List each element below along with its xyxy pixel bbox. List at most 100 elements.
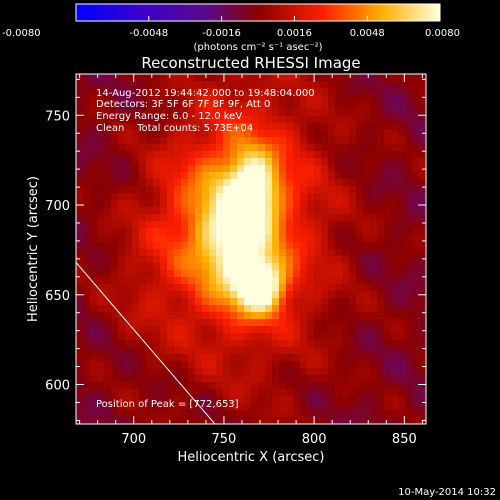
heatmap-cell [132, 326, 140, 334]
heatmap-cell [321, 312, 329, 320]
heatmap-cell [398, 88, 406, 96]
heatmap-cell [195, 242, 203, 250]
heatmap-cell [216, 403, 224, 411]
heatmap-cell [83, 228, 91, 236]
heatmap-cell [258, 326, 266, 334]
heatmap-cell [90, 291, 98, 299]
heatmap-cell [279, 368, 287, 376]
heatmap-cell [167, 179, 175, 187]
heatmap-cell [279, 172, 287, 180]
heatmap-cell [90, 284, 98, 292]
heatmap-cell [195, 228, 203, 236]
heatmap-cell [321, 396, 329, 404]
heatmap-cell [195, 165, 203, 173]
heatmap-cell [195, 207, 203, 215]
heatmap-cell [293, 326, 301, 334]
heatmap-cell [118, 417, 126, 424]
heatmap-cell [167, 74, 175, 82]
heatmap-cell [195, 172, 203, 180]
heatmap-cell [412, 221, 420, 229]
heatmap-cell [146, 186, 154, 194]
heatmap-cell [118, 368, 126, 376]
heatmap-cell [174, 291, 182, 299]
heatmap-cell [314, 116, 322, 124]
heatmap-cell [398, 74, 406, 82]
heatmap-cell [370, 207, 378, 215]
heatmap-cell [419, 284, 426, 292]
heatmap-cell [76, 88, 84, 96]
heatmap-cell [272, 116, 280, 124]
heatmap-cell [223, 284, 231, 292]
heatmap-cell [195, 81, 203, 89]
heatmap-cell [391, 389, 399, 397]
heatmap-cell [391, 291, 399, 299]
heatmap-cell [412, 368, 420, 376]
heatmap-cell [279, 291, 287, 299]
heatmap-cell [97, 298, 105, 306]
heatmap-cell [216, 186, 224, 194]
heatmap-cell [349, 235, 357, 243]
heatmap-cell [195, 102, 203, 110]
heatmap-cell [405, 403, 413, 411]
heatmap-cell [335, 151, 343, 159]
heatmap-cell [153, 277, 161, 285]
heatmap-cell [237, 326, 245, 334]
heatmap-cell [258, 375, 266, 383]
heatmap-cell [104, 319, 112, 327]
heatmap-cell [398, 403, 406, 411]
heatmap-cell [286, 102, 294, 110]
heatmap-cell [202, 130, 210, 138]
heatmap-cell [237, 207, 245, 215]
heatmap-cell [237, 130, 245, 138]
heatmap-cell [307, 137, 315, 145]
heatmap-cell [405, 361, 413, 369]
heatmap-cell [349, 382, 357, 390]
heatmap-cell [335, 179, 343, 187]
heatmap-cell [391, 417, 399, 424]
heatmap-cell [342, 270, 350, 278]
heatmap-cell [167, 165, 175, 173]
heatmap-cell [160, 235, 168, 243]
heatmap-cell [321, 333, 329, 341]
heatmap-cell [237, 151, 245, 159]
heatmap-cell [272, 95, 280, 103]
heatmap-cell [363, 95, 371, 103]
heatmap-cell [307, 368, 315, 376]
heatmap-cell [384, 172, 392, 180]
heatmap-cell [139, 95, 147, 103]
heatmap-cell [83, 81, 91, 89]
heatmap-cell [405, 123, 413, 131]
heatmap-cell [216, 130, 224, 138]
heatmap-cell [356, 102, 364, 110]
heatmap-cell [391, 88, 399, 96]
heatmap-cell [314, 158, 322, 166]
heatmap-cell [181, 312, 189, 320]
heatmap-cell [167, 375, 175, 383]
heatmap-cell [209, 228, 217, 236]
heatmap-cell [202, 221, 210, 229]
heatmap-cell [349, 305, 357, 313]
heatmap-cell [377, 298, 385, 306]
heatmap-cell [209, 410, 217, 418]
heatmap-cell [83, 417, 91, 424]
heatmap-cell [188, 319, 196, 327]
heatmap-cell [314, 312, 322, 320]
heatmap-cell [174, 298, 182, 306]
heatmap-cell [328, 144, 336, 152]
heatmap-cell [342, 403, 350, 411]
heatmap-cell [370, 403, 378, 411]
heatmap-cell [412, 137, 420, 145]
heatmap-cell [223, 333, 231, 341]
heatmap-cell [265, 165, 273, 173]
heatmap-cell [293, 116, 301, 124]
heatmap-cell [104, 417, 112, 424]
heatmap-cell [209, 347, 217, 355]
heatmap-cell [237, 389, 245, 397]
heatmap-cell [97, 312, 105, 320]
heatmap-cell [349, 347, 357, 355]
heatmap-cell [419, 277, 426, 285]
heatmap-cell [328, 277, 336, 285]
heatmap-cell [307, 123, 315, 131]
heatmap-cell [384, 214, 392, 222]
heatmap-cell [230, 74, 238, 82]
